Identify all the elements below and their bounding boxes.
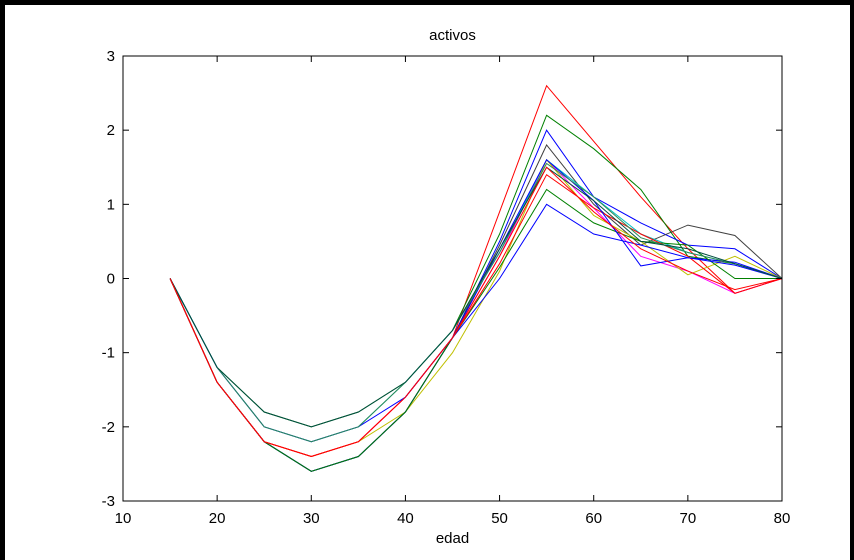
chart-title: activos [429,27,476,44]
y-tick-label-0: 0 [107,271,115,288]
series-line-12 [169,162,783,443]
y-tick-label-1: 1 [107,196,115,213]
x-axis-label: edad [436,530,469,547]
x-tick-label-20: 20 [209,510,226,527]
x-tick-label-60: 60 [585,510,602,527]
x-tick-label-50: 50 [491,510,508,527]
y-tick-label--2: -2 [102,419,115,436]
y-tick-label--1: -1 [102,345,115,362]
x-tick-label-70: 70 [680,510,697,527]
x-tick-label-30: 30 [303,510,320,527]
x-tick-label-10: 10 [115,510,132,527]
x-tick-label-40: 40 [397,510,414,527]
y-tick-label-2: 2 [107,122,115,139]
series-line-9 [169,188,782,472]
x-axis: 10 20 30 40 50 60 70 80 [115,56,791,527]
y-tick-label--3: -3 [102,493,115,510]
x-tick-label-80: 80 [774,510,791,527]
series-line-13 [169,166,783,428]
series-layer [169,84,783,472]
plot-area [123,56,782,501]
series-line-14 [169,166,783,458]
y-tick-label-3: 3 [107,48,115,65]
y-axis: -3 -2 -1 0 1 2 3 [102,48,782,510]
